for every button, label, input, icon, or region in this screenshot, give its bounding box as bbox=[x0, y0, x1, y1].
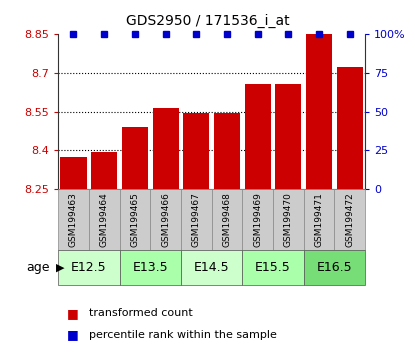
FancyBboxPatch shape bbox=[120, 250, 181, 285]
Text: E14.5: E14.5 bbox=[194, 261, 229, 274]
FancyBboxPatch shape bbox=[58, 250, 120, 285]
FancyBboxPatch shape bbox=[304, 189, 334, 250]
Bar bbox=[183, 113, 209, 189]
Text: age: age bbox=[26, 261, 50, 274]
Text: GSM199470: GSM199470 bbox=[284, 192, 293, 247]
Bar bbox=[214, 113, 240, 189]
Bar bbox=[122, 127, 148, 189]
Text: ▶: ▶ bbox=[56, 262, 64, 272]
FancyBboxPatch shape bbox=[120, 189, 150, 250]
Bar bbox=[91, 152, 117, 189]
Text: GSM199472: GSM199472 bbox=[345, 192, 354, 247]
FancyBboxPatch shape bbox=[181, 189, 212, 250]
Text: GSM199464: GSM199464 bbox=[100, 192, 109, 247]
Text: GSM199466: GSM199466 bbox=[161, 192, 170, 247]
FancyBboxPatch shape bbox=[304, 250, 365, 285]
FancyBboxPatch shape bbox=[58, 189, 89, 250]
Bar bbox=[276, 84, 301, 189]
Text: GSM199465: GSM199465 bbox=[130, 192, 139, 247]
FancyBboxPatch shape bbox=[212, 189, 242, 250]
Text: ■: ■ bbox=[66, 328, 78, 341]
Text: transformed count: transformed count bbox=[89, 308, 193, 318]
Text: E13.5: E13.5 bbox=[132, 261, 168, 274]
Text: ■: ■ bbox=[66, 307, 78, 320]
Text: E12.5: E12.5 bbox=[71, 261, 107, 274]
Text: GSM199467: GSM199467 bbox=[192, 192, 201, 247]
Bar bbox=[337, 67, 363, 189]
Text: GSM199468: GSM199468 bbox=[222, 192, 232, 247]
FancyBboxPatch shape bbox=[150, 189, 181, 250]
FancyBboxPatch shape bbox=[181, 250, 242, 285]
Bar bbox=[61, 157, 86, 189]
Text: GDS2950 / 171536_i_at: GDS2950 / 171536_i_at bbox=[126, 14, 289, 28]
FancyBboxPatch shape bbox=[89, 189, 120, 250]
FancyBboxPatch shape bbox=[273, 189, 304, 250]
FancyBboxPatch shape bbox=[242, 189, 273, 250]
Text: E15.5: E15.5 bbox=[255, 261, 291, 274]
Text: GSM199463: GSM199463 bbox=[69, 192, 78, 247]
Text: E16.5: E16.5 bbox=[317, 261, 352, 274]
Bar bbox=[306, 32, 332, 189]
FancyBboxPatch shape bbox=[334, 189, 365, 250]
Bar bbox=[153, 108, 178, 189]
Bar bbox=[245, 84, 271, 189]
FancyBboxPatch shape bbox=[242, 250, 304, 285]
Text: GSM199469: GSM199469 bbox=[253, 192, 262, 247]
Text: percentile rank within the sample: percentile rank within the sample bbox=[89, 330, 277, 339]
Text: GSM199471: GSM199471 bbox=[315, 192, 324, 247]
